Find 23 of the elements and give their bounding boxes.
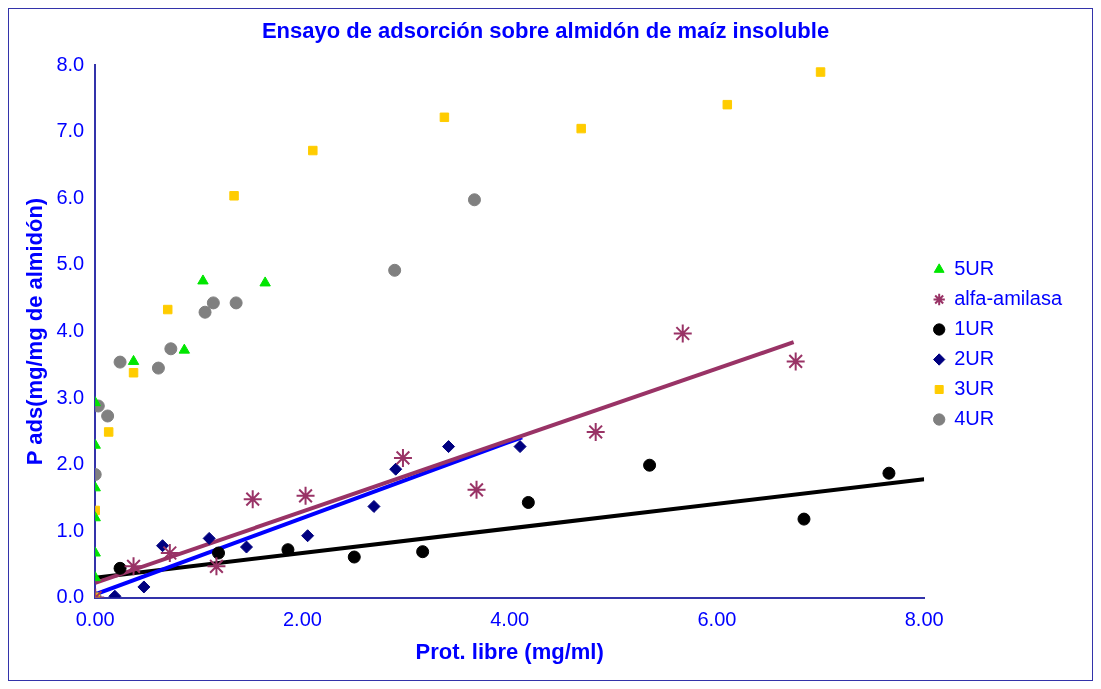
x-tick-label: 8.00 [904,608,944,631]
y-tick-label: 4.0 [56,319,85,342]
legend-label: 1UR [954,317,995,340]
y-tick-label: 7.0 [56,119,85,142]
x-tick-label: 4.00 [490,608,530,631]
legend-label: 5UR [954,257,995,280]
y-tick-label: 6.0 [56,185,85,208]
legend-label: 3UR [954,377,995,400]
legend-label: 4UR [954,407,995,430]
y-tick-label: 3.0 [56,385,85,408]
chart-title: Ensayo de adsorción sobre almidón de maíz insoluble [261,18,830,44]
y-tick-label: 5.0 [56,252,85,275]
y-tick-label: 1.0 [56,518,85,541]
y-tick-label: 8.0 [56,52,85,75]
x-axis-title: Prot. libre (mg/ml) [415,638,604,664]
y-tick-label: 0.0 [56,585,85,608]
x-tick-label: 6.00 [697,608,737,631]
x-tick-label: 0.00 [75,608,115,631]
x-tick-label: 2.00 [282,608,322,631]
legend-label: 2UR [954,347,995,370]
legend-label: alfa-amilasa [954,287,1063,310]
y-tick-label: 2.0 [56,452,85,475]
y-axis-title: P ads(mg/mg de almidón) [22,197,48,466]
